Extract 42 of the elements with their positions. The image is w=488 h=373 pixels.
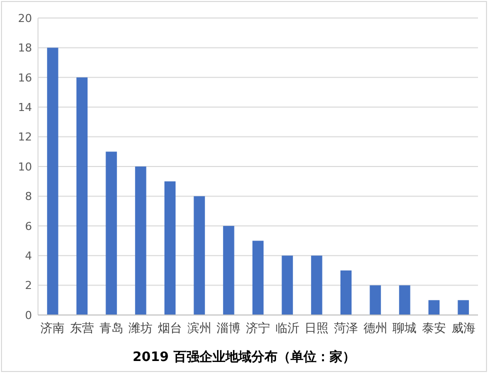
y-tick-label: 2 [25, 279, 32, 292]
x-tick-label: 菏泽 [334, 321, 358, 335]
x-tick-label: 烟台 [158, 321, 182, 335]
x-tick-label: 淄博 [216, 321, 241, 335]
bar [428, 300, 440, 315]
bar [370, 285, 381, 315]
text: 2019 百强企业地域分布（单位：家） [132, 349, 356, 365]
x-tick-label: 威海 [451, 321, 476, 335]
x-tick-label: 东营 [70, 321, 94, 335]
bar [47, 48, 58, 315]
x-tick-label: 日照 [304, 321, 329, 335]
bar [399, 285, 410, 315]
bar [135, 166, 146, 315]
y-tick-label: 8 [25, 190, 32, 204]
bar [164, 181, 176, 315]
bar [311, 256, 322, 315]
bar [458, 300, 469, 315]
bar [194, 196, 205, 315]
y-tick-label: 12 [18, 130, 32, 144]
x-tick-label: 青岛 [99, 321, 124, 335]
y-tick-label: 14 [18, 100, 32, 114]
bar [223, 226, 234, 315]
bar [252, 240, 264, 315]
y-tick-label: 18 [18, 42, 32, 55]
x-tick-label: 济南 [40, 321, 65, 335]
y-tick-label: 0 [25, 308, 32, 322]
x-tick-label: 泰安 [422, 321, 446, 335]
x-tick-label: 滨州 [187, 321, 212, 335]
x-tick-label: 临沂 [275, 321, 300, 335]
bar [282, 256, 293, 315]
x-tick-label: 济宁 [246, 321, 270, 335]
y-tick-label: 20 [18, 12, 32, 25]
bar [340, 270, 352, 315]
y-tick-label: 10 [18, 160, 32, 174]
x-tick-label: 聊城 [392, 321, 417, 335]
y-tick-label: 16 [18, 71, 32, 84]
y-tick-label: 6 [25, 220, 32, 233]
bar [76, 77, 88, 315]
bar [106, 152, 117, 315]
y-tick-label: 4 [25, 249, 32, 262]
x-tick-label: 潍坊 [128, 321, 153, 335]
x-tick-label: 德州 [363, 321, 388, 335]
